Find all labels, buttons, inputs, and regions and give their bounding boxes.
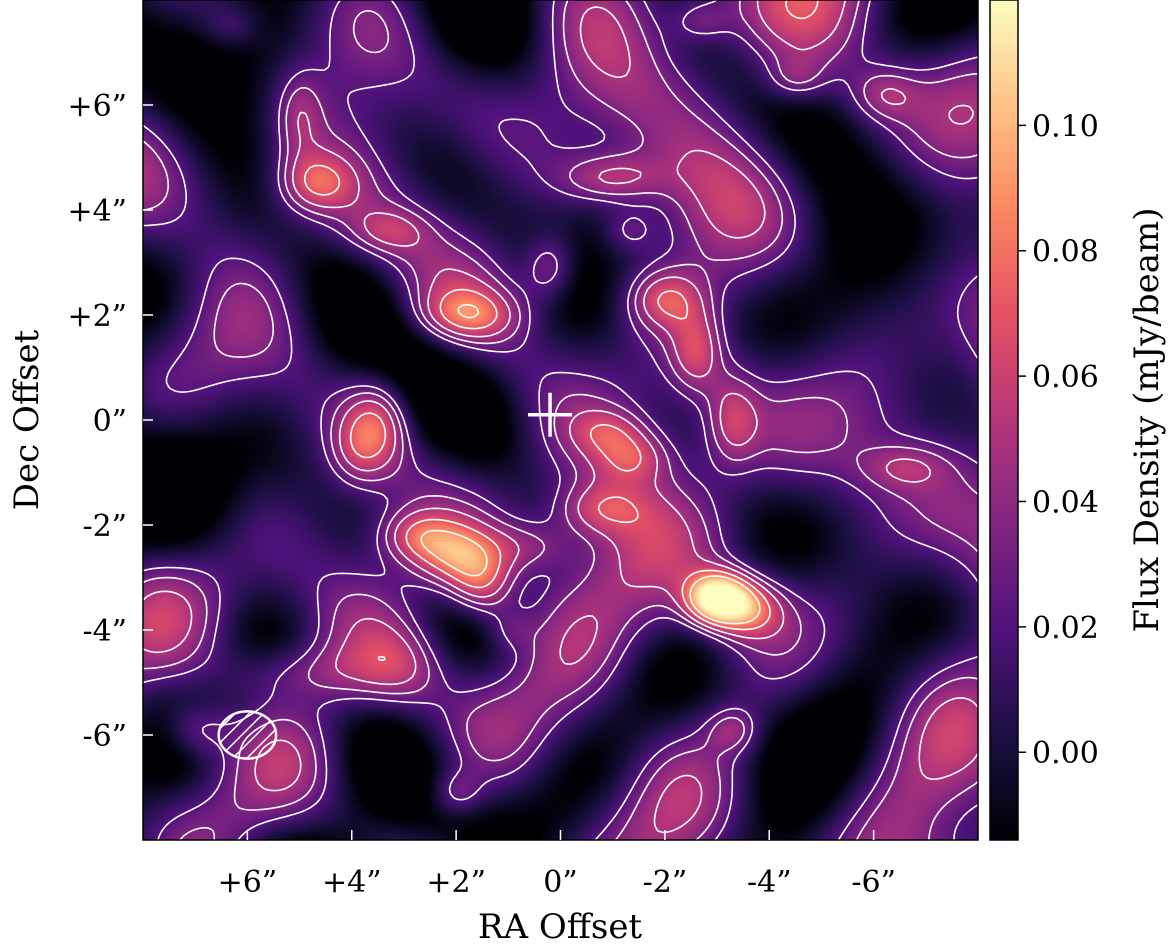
y-tick-label: +2” [67,299,127,334]
colorbar [989,0,1019,841]
x-tick-label: -2” [643,865,688,900]
x-tick-label: +2” [426,865,486,900]
y-axis-label: Dec Offset [7,329,47,510]
center-cross-marker [528,392,573,437]
y-tick-label: +6” [67,89,127,124]
x-tick-label: -4” [747,865,792,900]
x-tick-label: -6” [851,865,896,900]
beam-shape [217,710,278,760]
x-tick-label: +4” [322,865,382,900]
y-tick-label: +4” [67,194,127,229]
beam-ellipse [217,710,278,760]
colorbar-tick-label: 0.08 [1032,235,1099,270]
y-tick-label: 0” [93,404,127,439]
y-tick-label: -6” [82,719,127,754]
contour-level [143,0,978,834]
y-tick-label: -4” [82,614,127,649]
colorbar-tick-label: 0.04 [1032,485,1099,520]
colorbar-tick-label: 0.10 [1032,109,1099,144]
contour-level [303,0,819,661]
colorbar-tick-label: 0.00 [1032,736,1099,771]
colorbar-tick-label: 0.06 [1032,360,1099,395]
x-axis-ticks: +6” +4” +2” 0” -2” -4” -6” [218,830,896,900]
contour-level [143,0,978,840]
contour-lines [143,0,978,840]
contour-level [420,303,761,625]
colorbar-ticks: 0.00 0.02 0.04 0.06 0.08 0.10 [1018,109,1099,771]
flux-density-image [143,0,978,840]
x-tick-label: 0” [543,865,577,900]
intensity-map [143,0,978,840]
contour-level [143,0,978,840]
colorbar-label: Flux Density (mJy/beam) [1127,207,1167,632]
y-tick-label: -2” [82,509,127,544]
x-axis-label: RA Offset [478,907,643,947]
y-axis-ticks: +6” +4” +2” 0” -2” -4” -6” [67,89,153,754]
colorbar-tick-label: 0.02 [1032,611,1099,646]
x-tick-label: +6” [218,865,278,900]
